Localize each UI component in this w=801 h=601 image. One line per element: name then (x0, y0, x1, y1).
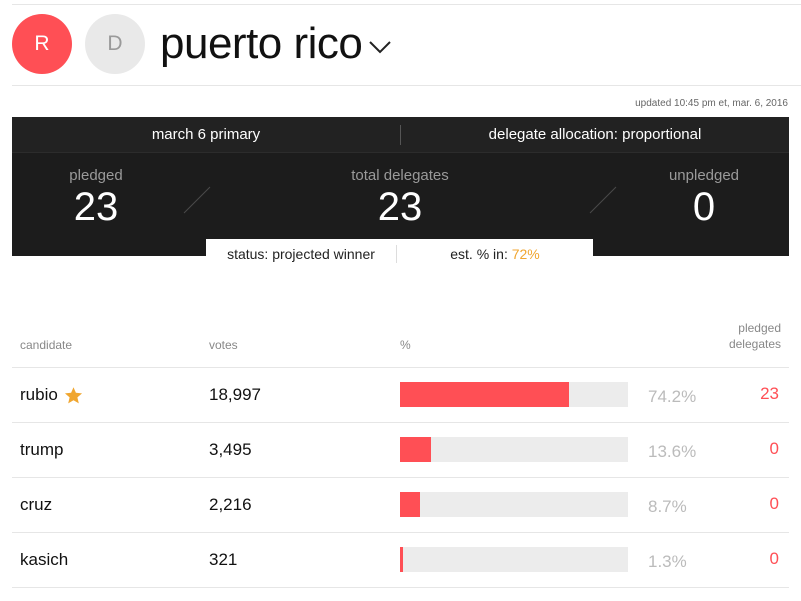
vote-share-bar (400, 437, 628, 462)
democratic-party-button[interactable]: D (85, 14, 145, 74)
divider (396, 244, 397, 263)
unpledged-stat: unpledged 0 (644, 167, 764, 229)
table-row: kasich 321 1.3% 0 (12, 533, 789, 588)
delegate-board: march 6 primary delegate allocation: pro… (12, 117, 789, 268)
divider (12, 4, 801, 5)
candidate-name-cell: cruz (20, 495, 52, 515)
chevron-down-icon[interactable] (368, 40, 392, 54)
reporting-label: est. % in: (450, 245, 512, 262)
candidate-name: cruz (20, 495, 53, 514)
pledged-stat: pledged 23 (36, 167, 156, 229)
total-delegates-stat: total delegates 23 (300, 167, 500, 229)
candidate-name: trump (20, 440, 64, 459)
vote-share-bar (400, 547, 628, 572)
pledged-delegates-cell: 0 (769, 549, 779, 568)
race-status: status: projected winner (227, 245, 375, 262)
total-delegates-value: 23 (377, 185, 423, 229)
percent-cell: 8.7% (648, 497, 687, 516)
votes-cell: 321 (209, 550, 238, 569)
star-icon (64, 386, 82, 403)
table-row: cruz 2,216 8.7% 0 (12, 478, 789, 533)
header: R D puerto rico (12, 14, 392, 74)
vote-share-bar (400, 492, 628, 517)
table-header: candidate votes % pledged delegates (12, 318, 789, 368)
vote-share-bar-fill (400, 492, 420, 517)
vote-share-bar (400, 382, 628, 407)
candidate-name: kasich (20, 550, 69, 569)
column-header-line: pledged (738, 320, 781, 335)
unpledged-value: 0 (692, 185, 716, 229)
delegate-stats: pledged 23 total delegates 23 unpledged … (12, 153, 789, 256)
column-header-votes: votes (209, 338, 238, 352)
percent-cell: 13.6% (648, 442, 697, 461)
vote-share-bar-fill (400, 382, 570, 407)
allocation-label: delegate allocation: proportional (488, 126, 702, 143)
state-name: puerto rico (160, 19, 363, 68)
reporting-percent: 72% (511, 245, 540, 262)
results-table: candidate votes % pledged delegates rubi… (12, 318, 789, 588)
vote-share-bar-fill (400, 437, 431, 462)
reporting-estimate: est. % in: 72% (397, 246, 593, 262)
divider (400, 124, 401, 145)
vote-share-bar-fill (400, 547, 403, 572)
candidate-name: rubio (20, 385, 58, 404)
board-header: march 6 primary delegate allocation: pro… (12, 117, 789, 153)
table-row: trump 3,495 13.6% 0 (12, 423, 789, 478)
divider (12, 85, 801, 86)
state-selector[interactable]: puerto rico (160, 22, 392, 66)
votes-cell: 2,216 (209, 495, 252, 514)
slash-divider-icon (183, 186, 211, 214)
status-strip: status: projected winner est. % in: 72% (206, 239, 593, 268)
candidate-name-cell: rubio (20, 385, 83, 405)
pledged-value: 23 (73, 185, 119, 229)
votes-cell: 3,495 (209, 440, 252, 459)
percent-cell: 1.3% (648, 552, 687, 571)
column-header-line: delegates (728, 336, 781, 351)
percent-cell: 74.2% (648, 387, 697, 406)
votes-cell: 18,997 (209, 385, 261, 404)
slash-divider-icon (589, 186, 617, 214)
pledged-delegates-cell: 23 (760, 384, 779, 403)
table-row: rubio 18,997 74.2% 23 (12, 368, 789, 423)
republican-party-button[interactable]: R (12, 14, 72, 74)
updated-timestamp: updated 10:45 pm et, mar. 6, 2016 (635, 98, 788, 109)
unpledged-label: unpledged (668, 167, 740, 184)
pledged-delegates-cell: 0 (769, 439, 779, 458)
event-label: march 6 primary (151, 126, 261, 143)
column-header-candidate: candidate (20, 338, 73, 352)
pledged-delegates-cell: 0 (769, 494, 779, 513)
candidate-name-cell: trump (20, 440, 63, 460)
column-header-percent: % (400, 338, 411, 352)
pledged-label: pledged (69, 167, 123, 184)
column-header-pledged-delegates: pledged delegates (729, 320, 781, 352)
total-delegates-label: total delegates (351, 167, 449, 184)
candidate-name-cell: kasich (20, 550, 68, 570)
